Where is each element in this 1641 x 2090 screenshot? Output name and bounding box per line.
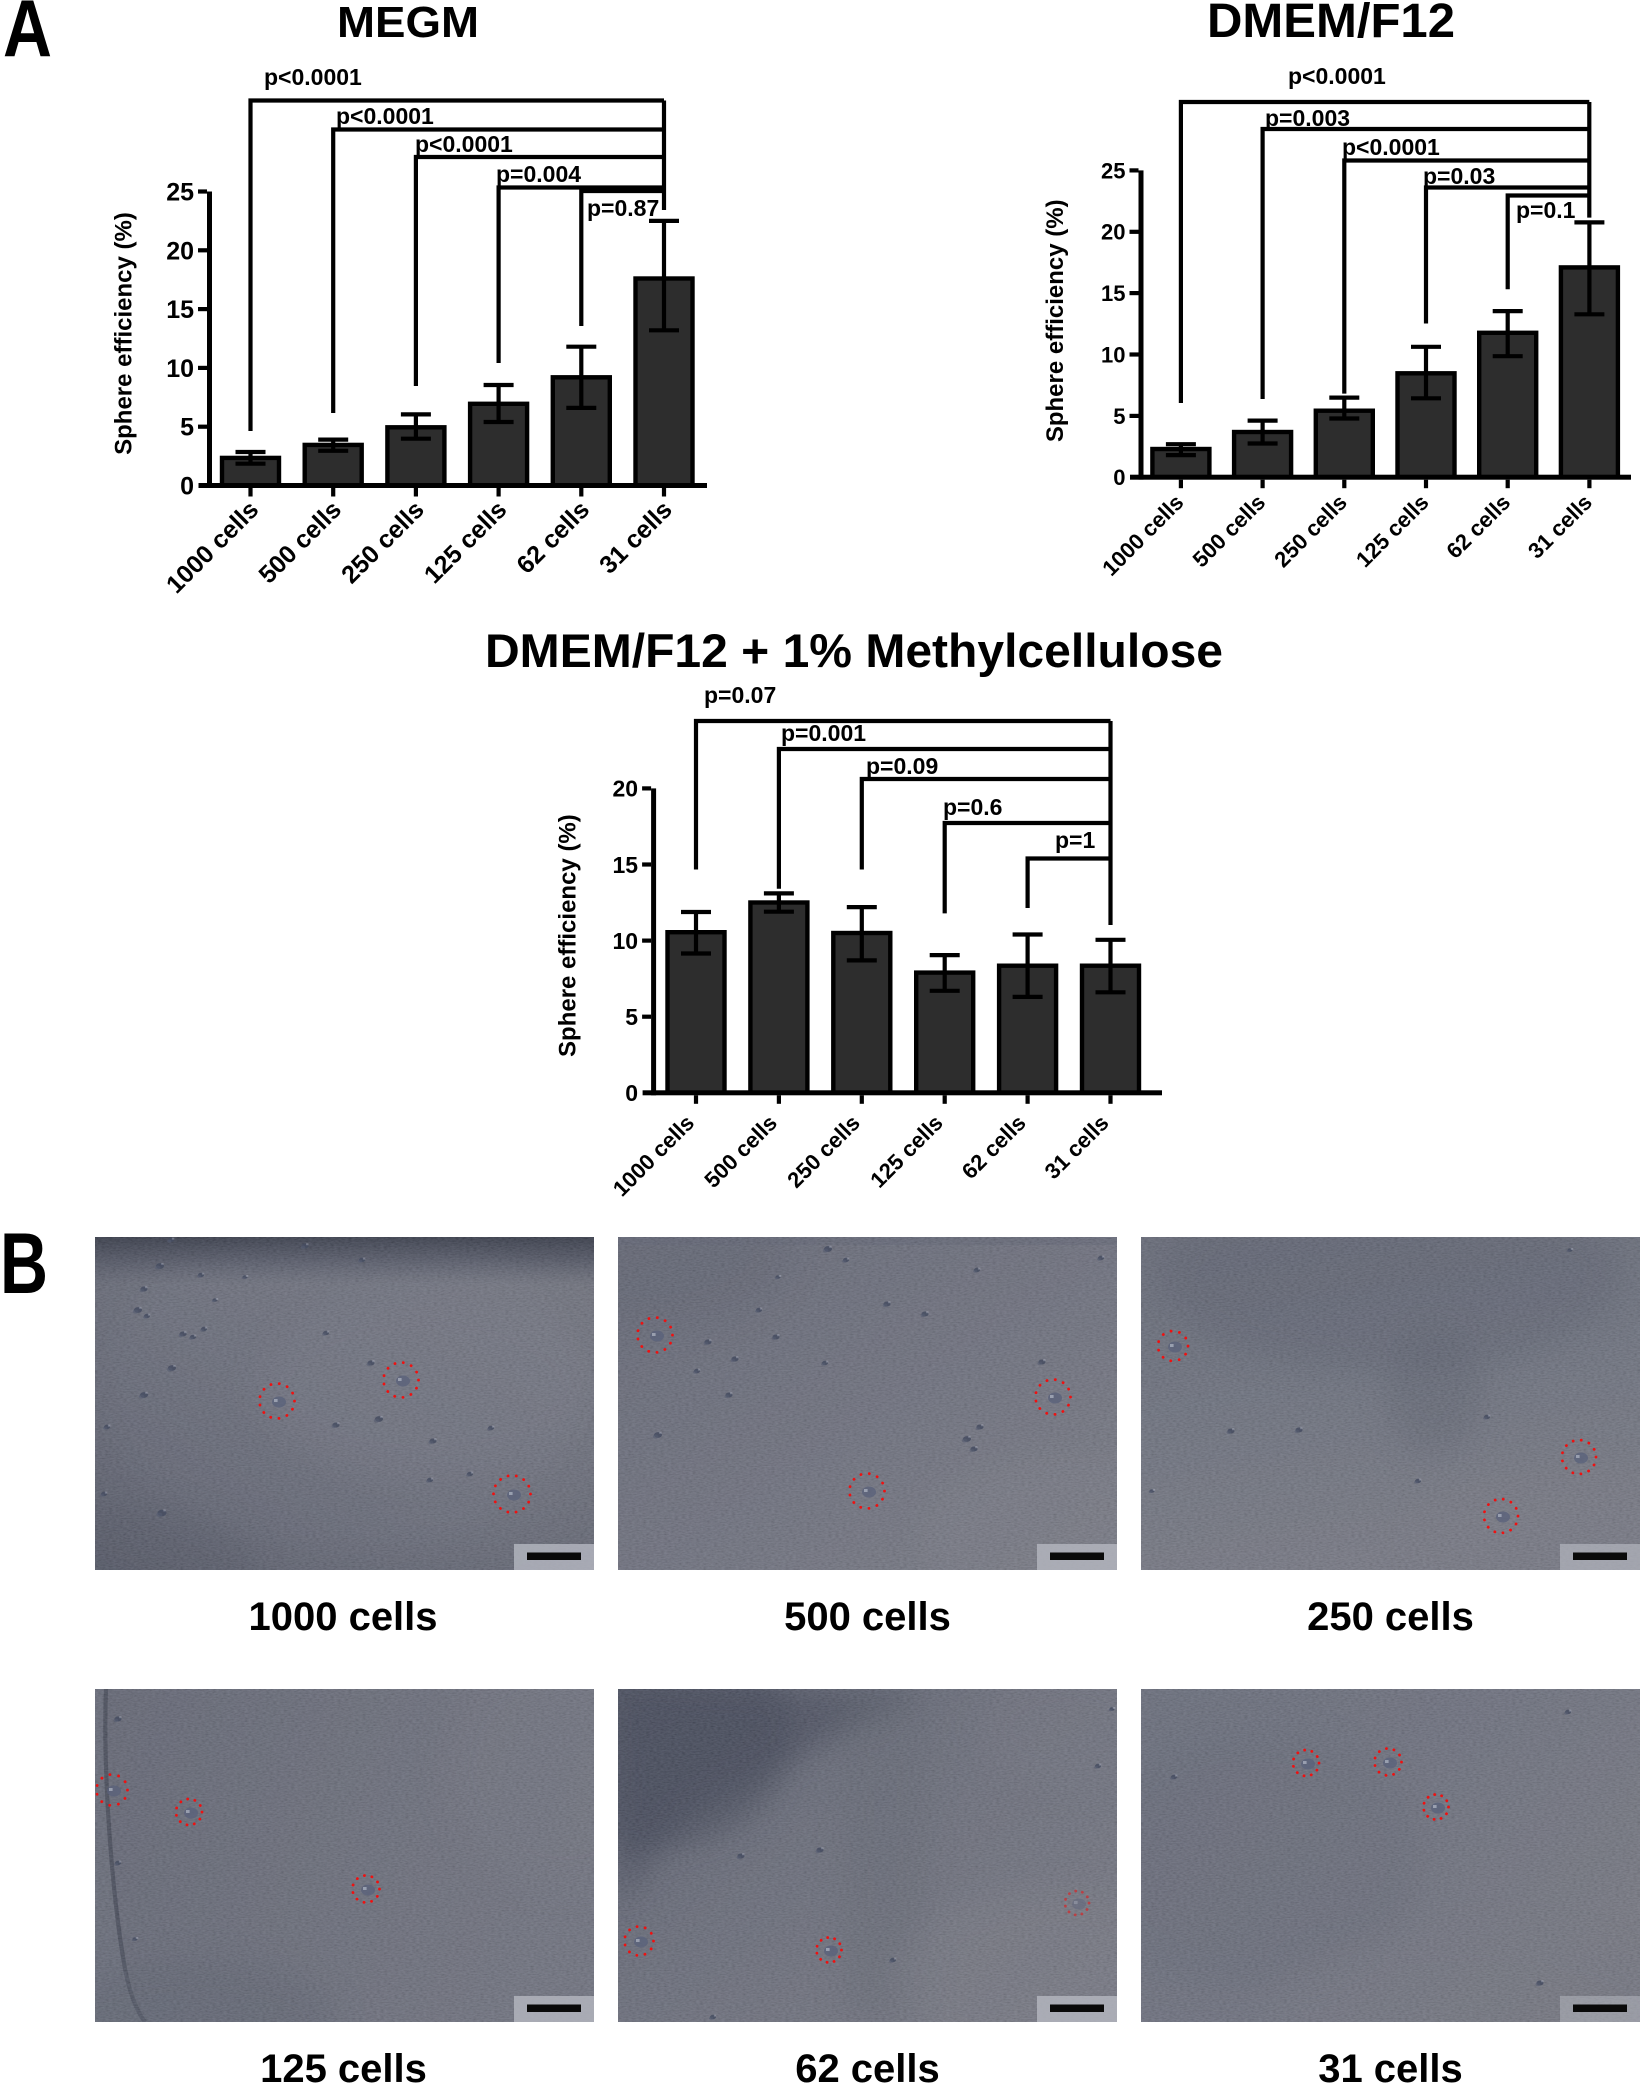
svg-text:15: 15 [1101, 281, 1125, 306]
svg-text:p=0.87: p=0.87 [587, 195, 659, 221]
svg-text:Sphere efficiency (%): Sphere efficiency (%) [555, 814, 582, 1057]
svg-text:p<0.0001: p<0.0001 [336, 103, 434, 129]
svg-text:p=0.004: p=0.004 [496, 161, 581, 187]
svg-text:A: A [3, 0, 52, 74]
svg-text:p=0.07: p=0.07 [704, 682, 776, 708]
svg-text:250 cells: 250 cells [1307, 1595, 1474, 1639]
svg-text:p=0.003: p=0.003 [1265, 105, 1350, 131]
svg-text:p<0.0001: p<0.0001 [1288, 63, 1386, 89]
svg-text:DMEM/F12: DMEM/F12 [1207, 0, 1455, 48]
svg-text:20: 20 [613, 776, 639, 802]
svg-text:p<0.0001: p<0.0001 [264, 64, 362, 90]
svg-text:5: 5 [625, 1004, 638, 1030]
svg-text:10: 10 [166, 355, 194, 383]
svg-text:10: 10 [1101, 342, 1125, 367]
svg-text:15: 15 [613, 852, 639, 878]
svg-text:0: 0 [1113, 465, 1125, 490]
svg-text:500 cells: 500 cells [784, 1595, 951, 1639]
svg-text:Sphere efficiency (%): Sphere efficiency (%) [111, 212, 138, 455]
svg-text:DMEM/F12 + 1% Methylcellulose: DMEM/F12 + 1% Methylcellulose [485, 624, 1223, 677]
svg-text:Sphere efficiency (%): Sphere efficiency (%) [1042, 199, 1069, 442]
svg-text:25: 25 [1101, 158, 1125, 183]
svg-text:p<0.0001: p<0.0001 [1342, 134, 1440, 160]
svg-text:B: B [0, 1216, 48, 1312]
svg-text:1000 cells: 1000 cells [248, 1595, 437, 1639]
svg-text:p<0.0001: p<0.0001 [415, 131, 513, 157]
svg-text:0: 0 [625, 1080, 638, 1106]
svg-text:5: 5 [1113, 404, 1125, 429]
svg-text:p=0.09: p=0.09 [866, 753, 938, 779]
svg-text:MEGM: MEGM [337, 0, 479, 47]
svg-text:31 cells: 31 cells [1318, 2047, 1463, 2085]
svg-text:p=0.6: p=0.6 [943, 794, 1002, 820]
svg-text:15: 15 [166, 296, 194, 324]
svg-text:5: 5 [180, 414, 194, 442]
svg-text:p=0.1: p=0.1 [1516, 197, 1576, 223]
svg-text:p=0.03: p=0.03 [1423, 163, 1495, 189]
svg-text:25: 25 [166, 179, 194, 207]
svg-text:p=1: p=1 [1055, 827, 1095, 853]
svg-text:0: 0 [180, 473, 194, 501]
svg-text:20: 20 [1101, 220, 1125, 245]
svg-text:20: 20 [166, 237, 194, 265]
svg-text:10: 10 [613, 928, 639, 954]
svg-text:62 cells: 62 cells [795, 2047, 940, 2085]
svg-text:p=0.001: p=0.001 [781, 720, 866, 746]
svg-text:125 cells: 125 cells [260, 2047, 427, 2085]
